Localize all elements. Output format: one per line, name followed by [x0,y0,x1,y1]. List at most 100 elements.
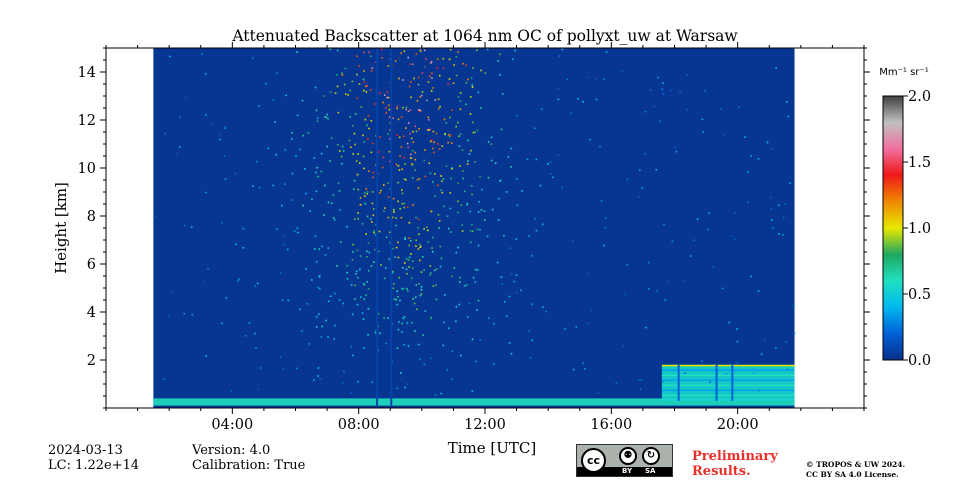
noise-point [459,276,461,279]
noise-point [393,208,395,211]
noise-point [594,78,597,81]
noise-point [408,256,411,259]
noise-point [455,306,458,308]
noise-point [459,165,461,167]
noise-point [401,192,404,195]
noise-point [431,139,433,141]
noise-point [336,85,339,88]
noise-point [750,155,753,157]
noise-point [339,209,341,211]
noise-point [242,247,245,249]
noise-point [359,255,362,257]
noise-point [470,149,472,152]
noise-point [423,228,425,230]
noise-point [223,155,226,157]
noise-point [460,354,462,357]
noise-point [412,298,414,300]
noise-point [747,171,749,173]
noise-point [341,381,344,384]
noise-point [766,141,769,143]
noise-point [483,210,486,213]
noise-point [475,360,478,363]
noise-point [393,283,395,285]
noise-point [712,266,715,268]
noise-point [684,372,686,374]
noise-point [389,188,391,190]
noise-point [385,342,388,345]
noise-point [484,219,486,221]
noise-point [772,227,774,229]
noise-point [453,64,455,66]
noise-point [440,175,442,177]
noise-point [658,120,661,123]
noise-point [368,127,370,130]
noise-point [315,261,318,263]
noise-point [391,216,394,219]
noise-point [478,201,480,203]
noise-point [373,230,375,232]
noise-point [450,109,453,112]
noise-point [370,70,373,72]
noise-point [285,94,287,97]
noise-point [356,73,358,76]
noise-point [463,190,466,193]
noise-point [210,122,213,125]
noise-point [338,299,341,301]
noise-point [395,163,398,166]
noise-point [408,221,411,224]
noise-point [389,160,391,163]
noise-point [343,370,345,373]
noise-point [400,216,403,219]
noise-point [326,145,328,148]
noise-point [420,271,423,273]
noise-point [683,279,686,282]
noise-point [461,224,463,226]
noise-point [316,117,319,120]
noise-point [395,217,397,219]
noise-point [407,290,409,292]
noise-point [219,134,222,137]
noise-point [400,52,402,54]
noise-point [171,290,174,293]
badge-sa-label: SA [645,467,656,475]
noise-point [393,211,395,213]
noise-point [432,285,435,287]
noise-point [769,196,772,199]
noise-point [470,77,473,79]
noise-point [413,302,416,305]
noise-point [471,185,473,187]
noise-point [429,265,432,267]
noise-point [731,235,733,237]
noise-point [528,330,530,332]
data-background [153,48,795,408]
noise-point [430,317,432,320]
y-tick-label: 8 [87,209,96,225]
noise-point [417,343,420,346]
noise-point [379,92,381,94]
noise-point [409,153,412,156]
cc-icon: cc [581,448,606,473]
noise-point [480,69,482,72]
noise-point [639,169,641,171]
noise-point [205,355,207,357]
noise-point [370,55,372,58]
noise-point [281,299,284,301]
noise-point [383,317,385,319]
noise-point [466,203,468,206]
noise-point [572,239,574,242]
noise-point [599,145,601,148]
noise-point [744,136,746,138]
noise-point [419,243,421,246]
noise-point [431,247,433,249]
noise-point [203,281,205,284]
noise-point [457,96,460,98]
noise-point [363,141,365,143]
noise-point [696,218,699,220]
noise-point [363,81,366,83]
y-tick-label: 10 [78,161,96,177]
noise-point [446,215,449,217]
noise-point [367,242,370,244]
noise-point [244,335,247,337]
noise-point [316,166,319,169]
noise-point [459,133,462,136]
